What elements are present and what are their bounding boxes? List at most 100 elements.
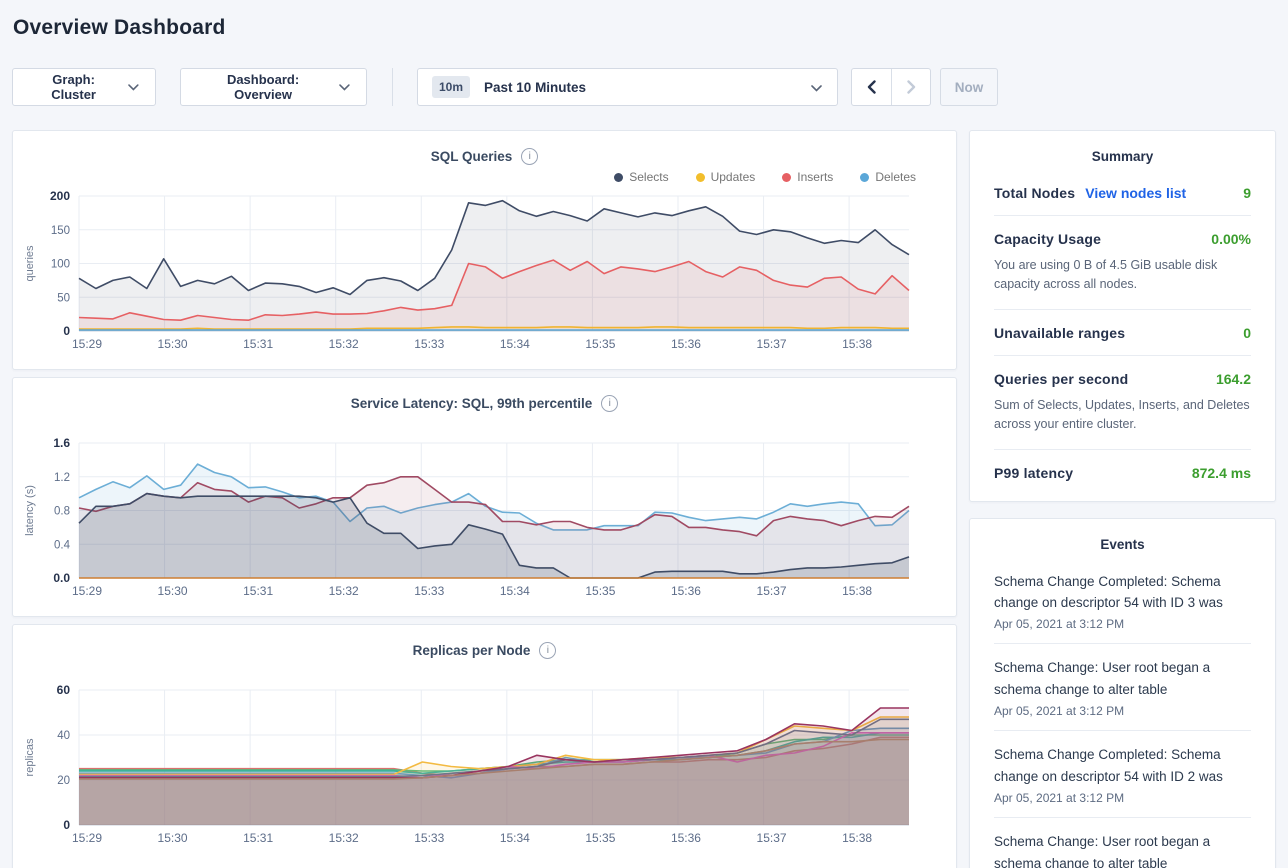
svg-text:60: 60 bbox=[57, 683, 71, 697]
svg-text:15:34: 15:34 bbox=[500, 831, 530, 845]
event-timestamp: Apr 05, 2021 at 3:12 PM bbox=[994, 703, 1125, 718]
svg-text:200: 200 bbox=[50, 189, 70, 203]
chart-legend: Selects Updates Inserts Deletes bbox=[13, 166, 956, 188]
next-time-button[interactable] bbox=[891, 69, 930, 105]
unavailable-ranges-value: 0 bbox=[1243, 324, 1251, 341]
svg-text:15:33: 15:33 bbox=[414, 337, 444, 351]
legend-dot-icon bbox=[782, 172, 792, 182]
info-icon[interactable]: i bbox=[521, 147, 539, 165]
svg-text:15:29: 15:29 bbox=[72, 831, 102, 845]
charts-column: SQL Queries i Selects Updates Inserts Delet… bbox=[12, 130, 957, 868]
svg-text:latency (s): latency (s) bbox=[24, 485, 36, 536]
legend-dot-icon bbox=[860, 172, 870, 182]
qps-label: Queries per second bbox=[994, 370, 1129, 387]
event-text: Schema Change Completed: Schema change o… bbox=[994, 746, 1223, 784]
summary-row-capacity: Capacity Usage 0.00% You are using 0 B o… bbox=[994, 216, 1251, 310]
replicas-per-node-chart[interactable]: 0 20 40 60 15:29 15:30 15:31 15:32 15:33 15:34 15:… bbox=[13, 682, 957, 850]
summary-panel: Summary Total Nodes View nodes list 9 Ca… bbox=[969, 130, 1276, 502]
legend-label: Selects bbox=[629, 170, 669, 184]
svg-text:0.8: 0.8 bbox=[54, 506, 70, 518]
legend-item-updates[interactable]: Updates bbox=[695, 170, 756, 184]
svg-text:15:36: 15:36 bbox=[671, 831, 701, 845]
event-timestamp: Apr 05, 2021 at 3:12 PM bbox=[994, 617, 1125, 632]
svg-text:15:35: 15:35 bbox=[585, 337, 615, 351]
svg-text:15:29: 15:29 bbox=[72, 584, 102, 598]
p99-latency-value: 872.4 ms bbox=[1191, 464, 1251, 481]
svg-text:1.2: 1.2 bbox=[54, 472, 70, 484]
svg-text:15:36: 15:36 bbox=[671, 337, 701, 351]
sql-queries-chart[interactable]: 0 50 100 150 200 15:29 15:30 15:31 15:32 15:33 15:… bbox=[13, 188, 957, 356]
svg-text:0.4: 0.4 bbox=[54, 539, 71, 551]
svg-text:15:31: 15:31 bbox=[243, 337, 273, 351]
svg-text:1.6: 1.6 bbox=[53, 436, 70, 450]
svg-text:0.0: 0.0 bbox=[53, 571, 70, 585]
legend-item-inserts[interactable]: Inserts bbox=[782, 170, 833, 184]
svg-text:queries: queries bbox=[24, 245, 36, 282]
event-text: Schema Change Completed: Schema change o… bbox=[994, 573, 1223, 611]
graph-dropdown-label: Graph: Cluster bbox=[51, 72, 96, 102]
svg-text:15:35: 15:35 bbox=[585, 584, 615, 598]
svg-text:15:30: 15:30 bbox=[158, 831, 188, 845]
svg-text:15:31: 15:31 bbox=[243, 831, 273, 845]
time-range-badge: 10m bbox=[432, 76, 471, 98]
svg-text:20: 20 bbox=[57, 775, 70, 787]
svg-text:15:30: 15:30 bbox=[158, 337, 188, 351]
legend-item-selects[interactable]: Selects bbox=[614, 170, 669, 184]
total-nodes-label: Total Nodes bbox=[994, 185, 1076, 201]
service-latency-chart[interactable]: 0.0 0.4 0.8 1.2 1.6 15:29 15:30 15:31 15:32 15:33… bbox=[13, 435, 957, 603]
sql-queries-panel: SQL Queries i Selects Updates Inserts Delet… bbox=[12, 130, 957, 370]
capacity-usage-subtitle: You are using 0 B of 4.5 GiB usable disk… bbox=[994, 258, 1218, 292]
dashboard-dropdown-label: Dashboard: Overview bbox=[226, 72, 300, 102]
p99-latency-label: P99 latency bbox=[994, 464, 1074, 481]
svg-text:15:38: 15:38 bbox=[842, 831, 872, 845]
summary-row-total-nodes: Total Nodes View nodes list 9 bbox=[994, 170, 1251, 216]
svg-text:15:37: 15:37 bbox=[757, 337, 787, 351]
time-range-label: Past 10 Minutes bbox=[484, 79, 587, 95]
legend-label: Updates bbox=[710, 170, 756, 184]
svg-text:15:30: 15:30 bbox=[158, 584, 188, 598]
side-column: Summary Total Nodes View nodes list 9 Ca… bbox=[969, 130, 1276, 868]
svg-text:15:33: 15:33 bbox=[414, 584, 444, 598]
event-item: Schema Change: User root began a schema … bbox=[994, 818, 1251, 868]
chevron-down-icon bbox=[339, 83, 350, 91]
svg-text:50: 50 bbox=[57, 292, 70, 304]
summary-row-qps: Queries per second 164.2 Sum of Selects,… bbox=[994, 356, 1251, 450]
svg-text:15:35: 15:35 bbox=[585, 831, 615, 845]
view-nodes-list-link[interactable]: View nodes list bbox=[1085, 185, 1187, 201]
dashboard-dropdown[interactable]: Dashboard: Overview bbox=[180, 68, 367, 106]
svg-text:15:34: 15:34 bbox=[500, 584, 530, 598]
svg-text:15:34: 15:34 bbox=[500, 337, 530, 351]
time-range-selector[interactable]: 10m Past 10 Minutes bbox=[417, 68, 838, 106]
svg-text:15:33: 15:33 bbox=[414, 831, 444, 845]
event-item: Schema Change Completed: Schema change o… bbox=[994, 731, 1251, 818]
event-timestamp: Apr 05, 2021 at 3:12 PM bbox=[994, 790, 1125, 805]
svg-text:100: 100 bbox=[51, 259, 70, 271]
info-icon[interactable]: i bbox=[539, 641, 557, 659]
capacity-usage-label: Capacity Usage bbox=[994, 231, 1102, 247]
info-icon[interactable]: i bbox=[601, 394, 619, 412]
replicas-per-node-panel: Replicas per Node i 0 20 40 60 15:29 15:30 15:… bbox=[12, 624, 957, 868]
svg-text:15:37: 15:37 bbox=[757, 831, 787, 845]
svg-text:15:31: 15:31 bbox=[243, 584, 273, 598]
legend-item-deletes[interactable]: Deletes bbox=[860, 170, 916, 184]
chevron-left-icon bbox=[867, 80, 876, 94]
svg-text:15:38: 15:38 bbox=[842, 337, 872, 351]
legend-label: Inserts bbox=[797, 170, 834, 184]
toolbar: Graph: Cluster Dashboard: Overview 10m P… bbox=[12, 68, 1276, 106]
legend-dot-icon bbox=[695, 172, 705, 182]
chart-title: Replicas per Node bbox=[412, 642, 531, 658]
service-latency-panel: Service Latency: SQL, 99th percentile i … bbox=[12, 377, 957, 617]
event-item: Schema Change: User root began a schema … bbox=[994, 644, 1251, 731]
page-title: Overview Dashboard bbox=[13, 16, 226, 39]
chevron-down-icon bbox=[811, 85, 822, 92]
now-button[interactable]: Now bbox=[940, 68, 998, 106]
svg-text:40: 40 bbox=[57, 730, 70, 742]
chart-title: SQL Queries bbox=[430, 148, 513, 164]
svg-text:15:29: 15:29 bbox=[72, 337, 102, 351]
summary-row-p99: P99 latency 872.4 ms bbox=[994, 450, 1251, 495]
graph-dropdown[interactable]: Graph: Cluster bbox=[12, 68, 156, 106]
prev-time-button[interactable] bbox=[852, 69, 891, 105]
chevron-down-icon bbox=[128, 83, 139, 91]
qps-subtitle: Sum of Selects, Updates, Inserts, and De… bbox=[994, 397, 1250, 432]
summary-row-unavailable-ranges: Unavailable ranges 0 bbox=[994, 310, 1251, 356]
